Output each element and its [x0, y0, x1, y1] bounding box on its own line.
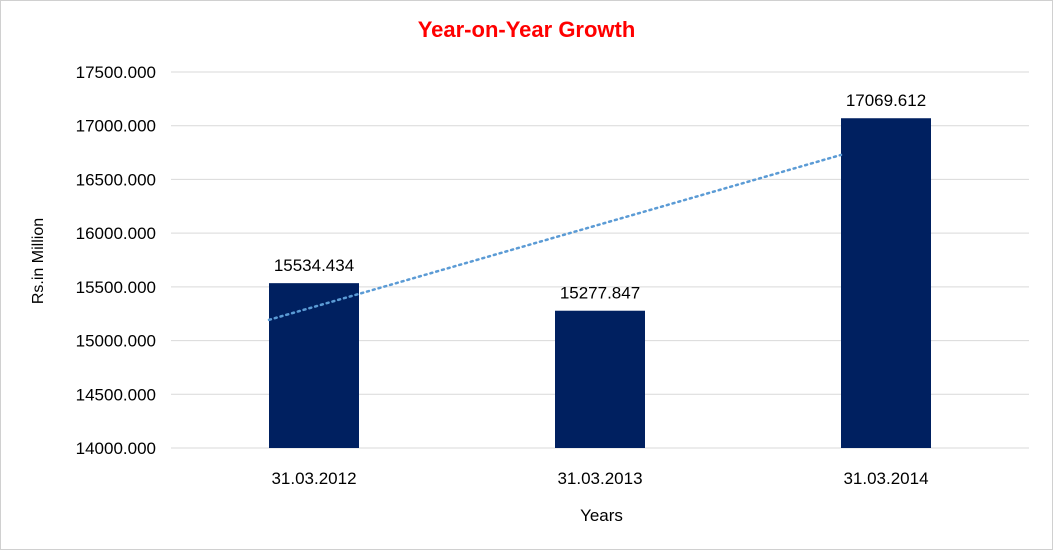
- y-tick-label: 14500.000: [76, 385, 156, 404]
- y-tick-label: 15000.000: [76, 332, 156, 351]
- data-label: 17069.612: [846, 91, 926, 110]
- data-label: 15534.434: [274, 256, 354, 275]
- bar: [269, 283, 359, 448]
- x-axis-title: Years: [580, 506, 623, 525]
- x-tick-label: 31.03.2014: [843, 469, 928, 488]
- y-tick-label: 16000.000: [76, 224, 156, 243]
- y-tick-label: 17500.000: [76, 63, 156, 82]
- bar: [555, 310, 645, 448]
- data-label: 15277.847: [560, 284, 640, 303]
- y-tick-label: 15500.000: [76, 278, 156, 297]
- bar: [841, 118, 931, 449]
- y-tick-label: 14000.000: [76, 439, 156, 458]
- y-tick-label: 16500.000: [76, 170, 156, 189]
- y-tick-label: 17000.000: [76, 117, 156, 136]
- trendline: [267, 153, 843, 322]
- chart-title: Year-on-Year Growth: [417, 17, 636, 42]
- x-tick-label: 31.03.2013: [557, 469, 642, 488]
- x-tick-label: 31.03.2012: [271, 469, 356, 488]
